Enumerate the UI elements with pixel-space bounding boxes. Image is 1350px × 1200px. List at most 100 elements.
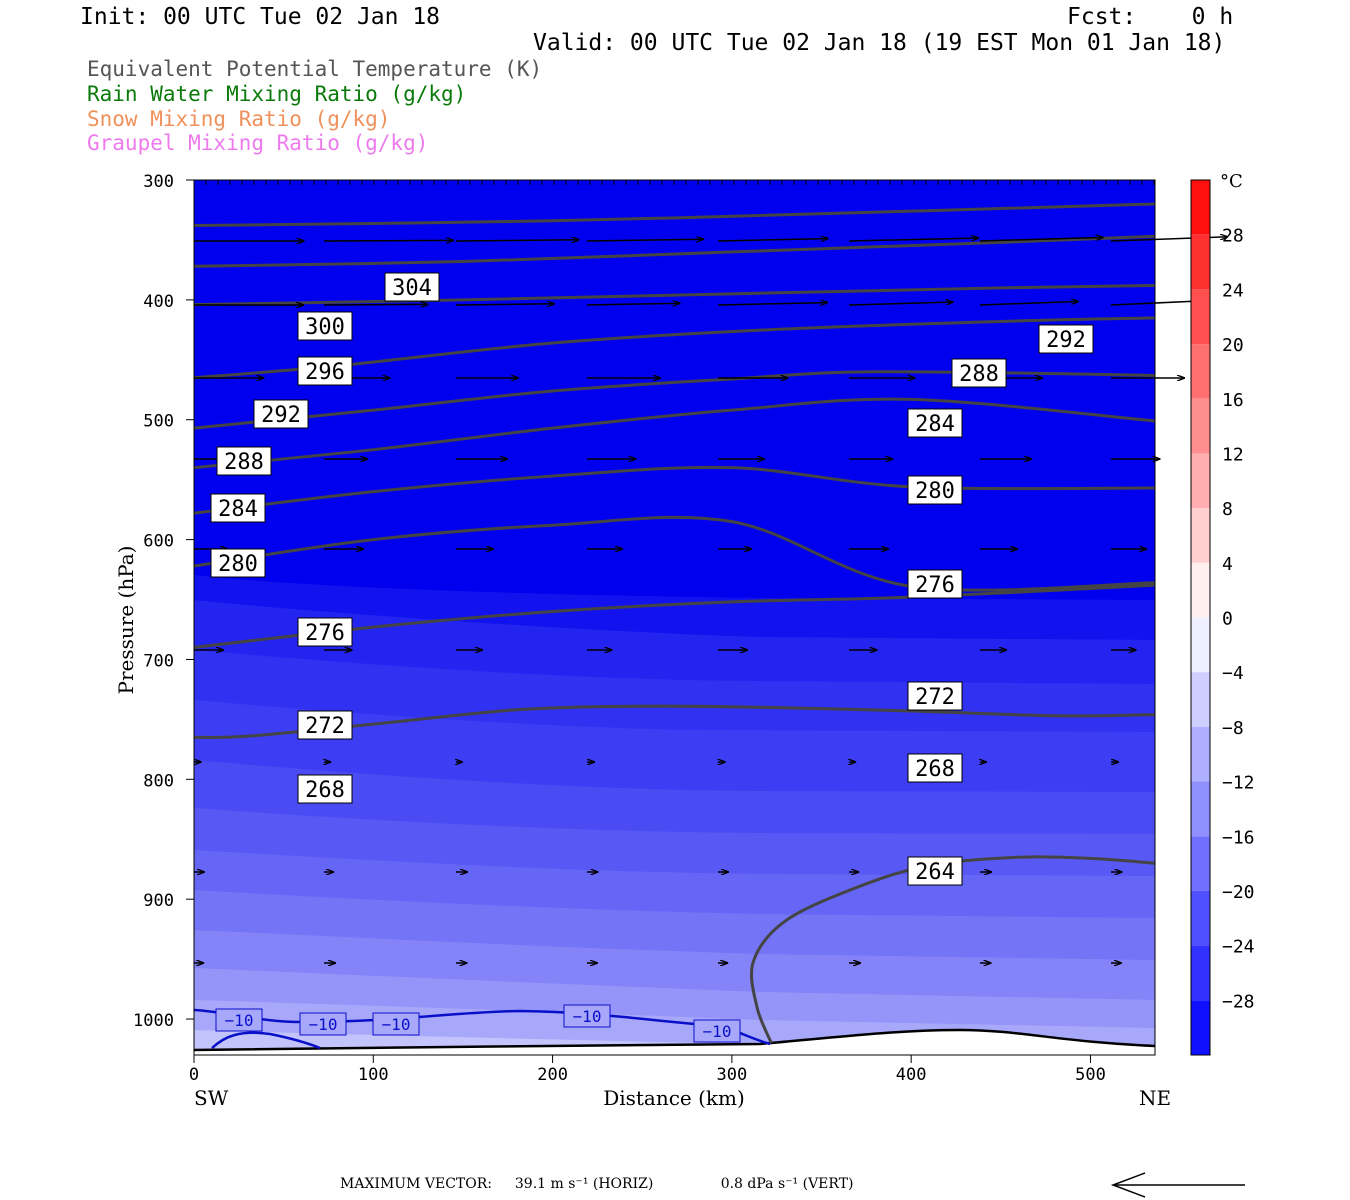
colorbar-tick-label: −8 — [1222, 718, 1244, 739]
minus10-isotherm-inner — [211, 1031, 321, 1050]
colorbar-swatch — [1191, 453, 1210, 509]
colorbar-tick-label: 20 — [1222, 335, 1244, 356]
max-vector-arrow — [1110, 1172, 1245, 1198]
colorbar-tick-label: 16 — [1222, 390, 1244, 411]
theta-e-contour-304 — [194, 202, 1155, 228]
colorbar-tick-label: 4 — [1222, 554, 1233, 575]
x-tick-label: 300 — [717, 1065, 748, 1085]
isotherm-label: −10 — [372, 1012, 420, 1036]
wind-vectors — [194, 237, 1228, 963]
theta-e-label-300: 300 — [297, 311, 353, 341]
colorbar-swatch — [1191, 508, 1210, 563]
colorbar-frame — [1190, 179, 1211, 1056]
wind-vector — [586, 303, 681, 305]
theta-e-label-276: 276 — [297, 617, 353, 647]
init-time: Init: 00 UTC Tue 02 Jan 18 — [80, 4, 441, 30]
x-tick-label: 400 — [896, 1065, 927, 1085]
colorbar-tick-label: −12 — [1222, 773, 1255, 794]
ne-label: NE — [1139, 1086, 1171, 1110]
plot-area — [194, 180, 1155, 1055]
svg-text:292: 292 — [261, 403, 301, 428]
terrain-outline — [194, 1028, 1155, 1052]
svg-text:−10: −10 — [573, 1007, 602, 1026]
colorbar-swatch — [1191, 398, 1210, 454]
colorbar-swatch — [1191, 726, 1210, 782]
svg-text:−10: −10 — [309, 1015, 338, 1034]
svg-text:268: 268 — [915, 757, 955, 782]
colorbar-tick-label: −4 — [1222, 663, 1244, 684]
wind-vector — [455, 304, 555, 305]
legend-theta-e: Equivalent Potential Temperature (K) — [87, 57, 543, 81]
theta-e-label-284: 284 — [907, 408, 963, 438]
theta-e-contour-296 — [194, 283, 1155, 307]
theta-e-contour-300 — [194, 234, 1155, 268]
y-tick-label: 600 — [143, 532, 174, 552]
svg-text:304: 304 — [392, 276, 432, 301]
theta-e-labels: 3043002962922922882882842842802802762762… — [210, 272, 1094, 886]
svg-text:288: 288 — [224, 450, 264, 475]
svg-text:276: 276 — [305, 621, 345, 646]
theta-e-label-268: 268 — [297, 774, 353, 804]
theta-e-label-272: 272 — [297, 710, 353, 740]
colorbar-swatch — [1191, 180, 1210, 235]
wind-vector — [979, 237, 1104, 242]
svg-text:268: 268 — [305, 778, 345, 803]
theta-e-label-288: 288 — [951, 358, 1007, 388]
colorbar-swatch — [1191, 945, 1210, 1001]
colorbar-swatch — [1191, 234, 1210, 290]
isotherm-label: −10 — [563, 1004, 611, 1028]
legend-rain-water: Rain Water Mixing Ratio (g/kg) — [87, 82, 467, 106]
colorbar-swatch — [1191, 836, 1210, 891]
y-tick-label: 1000 — [133, 1011, 174, 1031]
colorbar-tick-label: 12 — [1222, 444, 1244, 465]
y-tick-label: 700 — [143, 651, 174, 671]
wind-vector — [848, 302, 954, 306]
forecast-hour: Fcst: 0 h — [1067, 4, 1234, 30]
theta-e-label-276: 276 — [907, 569, 963, 599]
wind-vector — [586, 239, 704, 241]
wind-vector — [848, 238, 979, 242]
isotherm-label: −10 — [299, 1012, 347, 1036]
wind-vector — [323, 304, 429, 305]
svg-text:272: 272 — [915, 685, 955, 710]
isotherm-label: −10 — [693, 1019, 741, 1043]
colorbar-tick-label: −24 — [1222, 937, 1255, 958]
svg-text:264: 264 — [915, 860, 955, 885]
max-vector-label: MAXIMUM VECTOR: — [340, 1176, 492, 1192]
svg-text:284: 284 — [915, 412, 955, 437]
colorbar-tick-label: 0 — [1222, 609, 1233, 630]
colorbar-tick-label: 8 — [1222, 499, 1233, 520]
theta-e-label-268: 268 — [907, 753, 963, 783]
y-tick-label: 300 — [143, 172, 174, 192]
colorbar-swatch — [1191, 781, 1210, 837]
x-tick-label: 0 — [189, 1065, 199, 1085]
terrain — [194, 1030, 1155, 1055]
theta-e-contour-264 — [750, 855, 1155, 1044]
colorbar-swatch — [1191, 1000, 1210, 1055]
sw-label: SW — [194, 1086, 229, 1110]
svg-text:292: 292 — [1046, 328, 1086, 353]
wind-vector — [1110, 301, 1205, 306]
colorbar: 28 24 20 16 12 8 4 0 −4 −8 −12 −16 −20 −24 −28 — [1190, 179, 1255, 1056]
svg-text:280: 280 — [218, 552, 258, 577]
colorbar-swatch — [1191, 344, 1210, 399]
x-tick-label: 100 — [358, 1065, 389, 1085]
svg-text:−10: −10 — [225, 1011, 254, 1030]
theta-e-label-280: 280 — [907, 475, 963, 505]
svg-text:272: 272 — [305, 714, 345, 739]
colorbar-tick-label: −16 — [1222, 827, 1255, 848]
colorbar-tick-label: −20 — [1222, 882, 1255, 903]
y-axis-title: Pressure (hPa) — [114, 546, 138, 695]
valid-time: Valid: 00 UTC Tue 02 Jan 18 (19 EST Mon … — [533, 30, 1226, 56]
isotherm-label: −10 — [215, 1008, 263, 1032]
y-tick-label: 800 — [143, 771, 174, 791]
max-horiz-vector: 39.1 m s⁻¹ (HORIZ) — [514, 1176, 654, 1192]
temperature-contour-labels: −10 −10 −10 −10 −10 — [215, 1004, 741, 1043]
max-vector-footer: MAXIMUM VECTOR: 39.1 m s⁻¹ (HORIZ) 0.8 d… — [340, 1176, 854, 1192]
svg-text:−10: −10 — [703, 1022, 732, 1041]
wind-vector — [323, 240, 454, 241]
colorbar-swatch — [1191, 617, 1210, 673]
wind-vector — [717, 303, 828, 305]
theta-e-contour-288 — [194, 370, 1155, 430]
